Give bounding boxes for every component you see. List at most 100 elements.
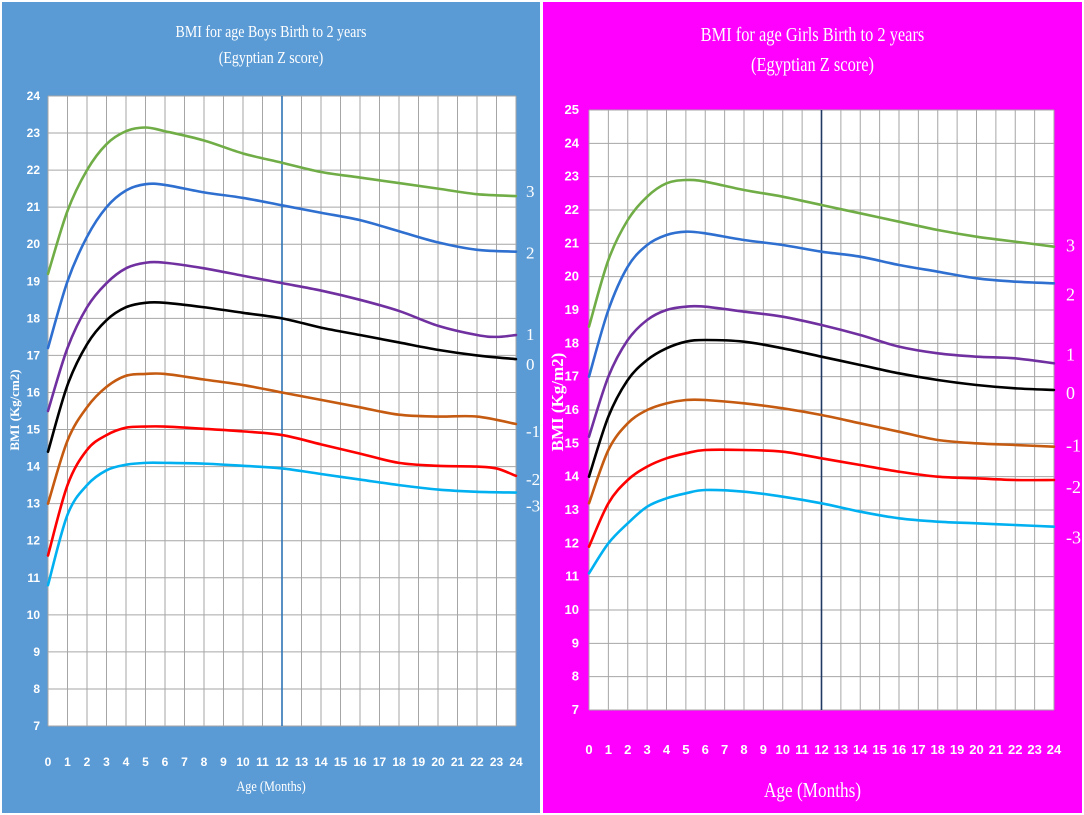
boys-series-line-z-3 (46, 461, 518, 587)
boys-series-line-z3 (46, 126, 518, 276)
boys-series-line-z1 (46, 260, 518, 413)
girls-x-tick-label: 20 (969, 742, 983, 757)
girls-y-tick-label: 8 (572, 669, 579, 684)
girls-series-line-z1 (587, 304, 1056, 438)
girls-y-tick-label: 9 (572, 635, 579, 650)
boys-y-tick-label: 20 (27, 237, 41, 251)
boys-y-tick-label: 8 (33, 682, 40, 696)
girls-x-tick-label: 24 (1047, 742, 1062, 757)
girls-x-tick-label: 1 (605, 742, 612, 757)
girls-series-end-label: 1 (1066, 344, 1075, 364)
boys-y-tick-label: 9 (33, 645, 40, 659)
boys-series-end-label: 2 (526, 244, 535, 263)
boys-x-tick-label: 19 (412, 755, 426, 769)
girls-y-tick-label: 20 (565, 269, 579, 284)
girls-chart-panel: 7 8 9 10 11 12 13 14 15 16 17 18 19 20 21 22 23 24 25 0 1 2 3 4… (543, 2, 1082, 813)
boys-x-tick-label: 10 (236, 755, 250, 769)
boys-x-tick-label: 16 (353, 755, 367, 769)
boys-x-tick-label: 8 (201, 755, 208, 769)
girls-series-line-z-1 (587, 398, 1056, 505)
girls-x-tick-label: 14 (853, 742, 868, 757)
boys-chart-title: BMI for age Boys Birth to 2 years (175, 22, 367, 41)
girls-series-end-label: 3 (1066, 236, 1075, 256)
girls-y-tick-label: 21 (565, 235, 579, 250)
girls-y-tick-label: 15 (565, 435, 579, 450)
boys-x-tick-label: 3 (103, 755, 110, 769)
girls-y-tick-label: 13 (565, 502, 579, 517)
girls-y-tick-label: 12 (565, 535, 579, 550)
boys-y-tick-label: 11 (27, 571, 40, 585)
girls-y-tick-label: 10 (565, 602, 579, 617)
boys-x-tick-label: 4 (123, 755, 130, 769)
boys-series-end-label: -1 (526, 422, 540, 441)
boys-series-line-z-1 (46, 372, 518, 505)
boys-x-tick-label: 13 (295, 755, 309, 769)
girls-x-tick-label: 13 (834, 742, 848, 757)
boys-y-tick-label: 19 (27, 274, 41, 288)
girls-series-end-label: -1 (1066, 436, 1081, 456)
boys-y-tick-label: 23 (27, 126, 41, 140)
boys-y-tick-label: 16 (27, 385, 41, 399)
girls-x-tick-label: 3 (644, 742, 651, 757)
girls-x-tick-label: 16 (892, 742, 906, 757)
girls-y-axis-label: BMI (Kg/m2) (548, 352, 567, 452)
girls-y-tick-label: 24 (565, 135, 580, 150)
girls-x-tick-label: 7 (721, 742, 728, 757)
boys-y-tick-label: 7 (33, 719, 40, 733)
girls-x-tick-label: 15 (872, 742, 886, 757)
girls-x-tick-label: 19 (950, 742, 964, 757)
girls-chart-subtitle: (Egyptian Z score) (751, 54, 874, 76)
boys-x-tick-label: 17 (373, 755, 387, 769)
girls-y-tick-label: 25 (565, 102, 579, 117)
girls-series-end-label: -3 (1066, 528, 1081, 548)
girls-x-tick-label: 8 (740, 742, 747, 757)
boys-x-tick-label: 22 (470, 755, 484, 769)
girls-y-tick-label: 11 (565, 569, 579, 584)
girls-x-tick-label: 17 (911, 742, 925, 757)
girls-x-tick-label: 5 (682, 742, 689, 757)
boys-y-tick-label: 24 (27, 89, 41, 103)
girls-y-tick-label: 23 (565, 169, 579, 184)
boys-x-tick-label: 18 (392, 755, 406, 769)
girls-y-tick-label: 16 (565, 402, 579, 417)
girls-x-axis-label: Age (Months) (763, 778, 862, 802)
boys-y-tick-label: 10 (27, 608, 41, 622)
girls-gridlines (588, 109, 1055, 711)
girls-series-line-z3 (587, 178, 1056, 328)
boys-x-tick-label: 14 (314, 755, 328, 769)
girls-y-tick-label: 18 (565, 335, 579, 350)
boys-series-line-z2 (46, 182, 518, 350)
boys-series-line-z0 (46, 300, 518, 454)
girls-x-tick-label: 2 (624, 742, 631, 757)
girls-x-tick-label: 12 (814, 742, 828, 757)
girls-x-tick-label: 22 (1008, 742, 1022, 757)
girls-chart-title: BMI for age Girls Birth to 2 years (700, 24, 925, 46)
boys-series-line-z-2 (46, 425, 518, 557)
boys-y-axis-label: BMI (Kg/cm2) (7, 369, 22, 451)
girls-y-tick-label: 22 (565, 202, 579, 217)
boys-x-tick-label: 1 (64, 755, 71, 769)
boys-x-tick-label: 21 (451, 755, 465, 769)
girls-y-tick-label: 17 (565, 369, 579, 384)
boys-series-end-label: 3 (526, 182, 535, 201)
boys-series-end-label: 0 (526, 355, 535, 374)
girls-y-tick-label: 14 (565, 469, 580, 484)
girls-x-tick-label: 18 (931, 742, 945, 757)
girls-series-end-label: -2 (1066, 477, 1081, 497)
boys-y-tick-label: 22 (27, 163, 41, 177)
boys-chart-subtitle: (Egyptian Z score) (218, 48, 324, 67)
girls-x-tick-label: 10 (776, 742, 790, 757)
boys-y-tick-label: 18 (27, 311, 41, 325)
boys-series-end-label: -3 (526, 497, 540, 516)
girls-series-line-z-2 (587, 448, 1056, 548)
boys-series-end-label: -2 (526, 470, 540, 489)
boys-x-tick-label: 11 (256, 755, 269, 769)
boys-y-tick-label: 14 (27, 460, 41, 474)
boys-x-tick-label: 5 (142, 755, 149, 769)
boys-x-tick-label: 6 (162, 755, 169, 769)
boys-x-tick-label: 23 (490, 755, 504, 769)
boys-x-tick-label: 12 (275, 755, 289, 769)
girls-x-tick-label: 11 (795, 742, 809, 757)
